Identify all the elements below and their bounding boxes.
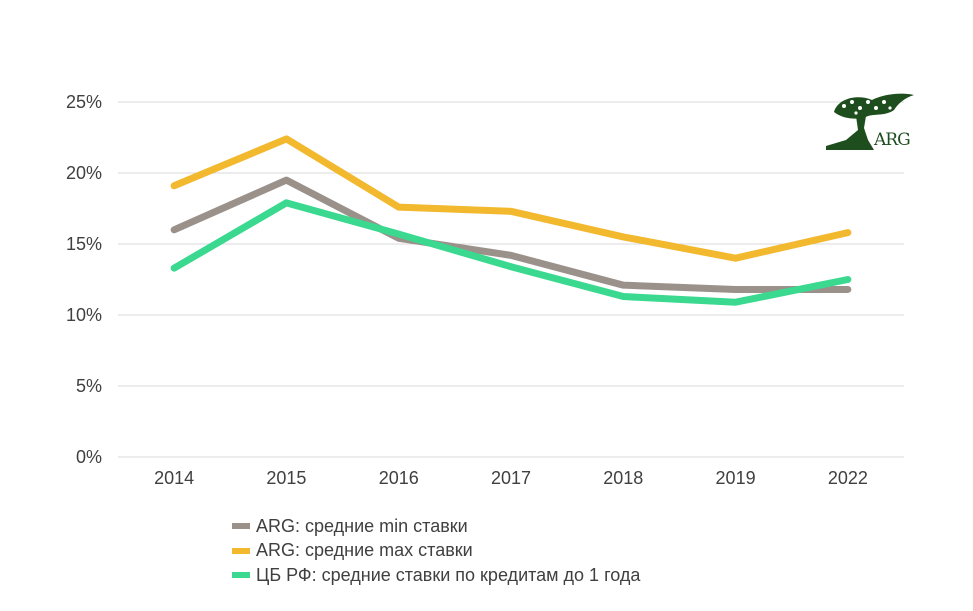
- legend-label: ЦБ РФ: средние ставки по кредитам до 1 г…: [256, 564, 641, 585]
- legend-label: ARG: средние min ставки: [256, 515, 468, 536]
- legend-swatch: [232, 547, 250, 554]
- legend-swatch: [232, 572, 250, 579]
- x-tick-label: 2014: [154, 468, 194, 488]
- y-tick-label: 20%: [66, 163, 102, 183]
- legend: ARG: средние min ставки ARG: средние max…: [232, 514, 640, 588]
- y-tick-label: 15%: [66, 234, 102, 254]
- arg-logo: ARG: [824, 90, 916, 154]
- series-line-3: [170, 199, 852, 306]
- x-tick-label: 2019: [716, 468, 756, 488]
- series-line-1: [170, 176, 852, 293]
- x-tick-label: 2022: [828, 468, 868, 488]
- legend-swatch: [232, 523, 250, 530]
- y-tick-label: 0%: [76, 447, 102, 467]
- logo-text: ARG: [874, 130, 911, 150]
- series-line-2: [170, 135, 852, 262]
- legend-label: ARG: средние max ставки: [256, 540, 473, 561]
- x-tick-label: 2015: [266, 468, 306, 488]
- y-tick-label: 5%: [76, 376, 102, 396]
- x-tick-label: 2018: [603, 468, 643, 488]
- x-tick-label: 2016: [379, 468, 419, 488]
- grid-lines: [118, 101, 904, 458]
- legend-item: ARG: средние max ставки: [232, 539, 640, 564]
- y-tick-label: 10%: [66, 305, 102, 325]
- legend-item: ARG: средние min ставки: [232, 514, 640, 539]
- tree-icon: [826, 93, 914, 150]
- y-axis-tick-labels: 0% 5% 10% 15% 20% 25%: [66, 92, 102, 467]
- x-axis-tick-labels: 2014 2015 2016 2017 2018 2019 2022: [154, 468, 868, 488]
- legend-item: ЦБ РФ: средние ставки по кредитам до 1 г…: [232, 563, 640, 588]
- x-tick-label: 2017: [491, 468, 531, 488]
- y-tick-label: 25%: [66, 92, 102, 112]
- series-lines: [170, 135, 852, 306]
